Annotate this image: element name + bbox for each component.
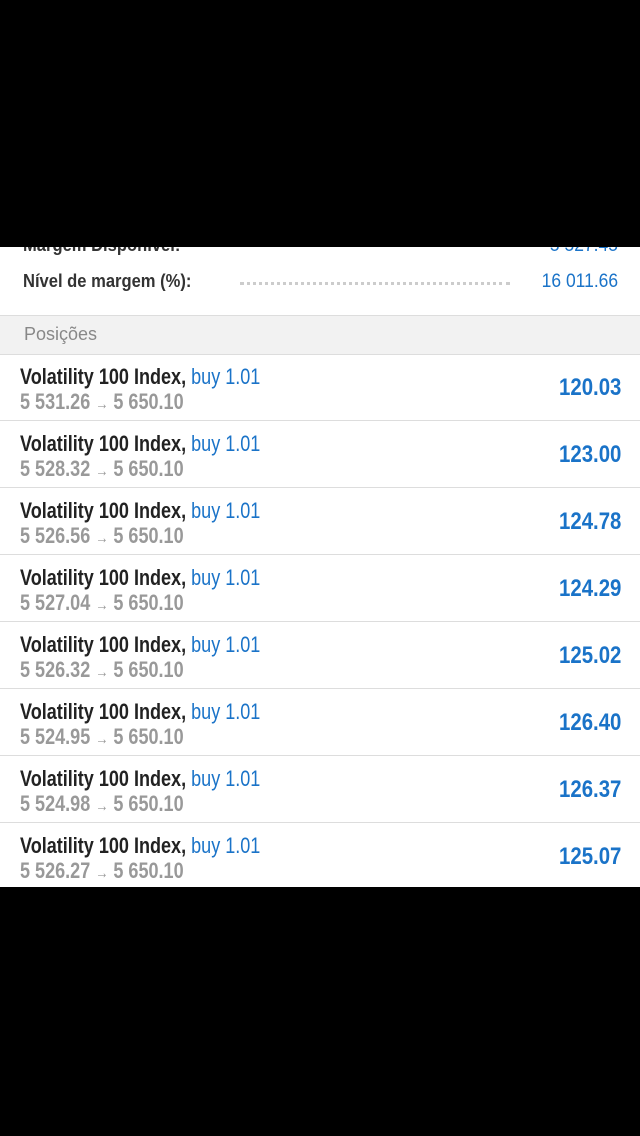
open-price: 5 531.26: [20, 389, 91, 414]
arrow: →: [95, 865, 109, 882]
open-price: 5 528.32: [20, 456, 91, 481]
section-header: Posições: [0, 315, 640, 355]
arrow: →: [95, 463, 109, 480]
symbol: Volatility 100 Index,: [20, 766, 187, 791]
order-type: buy 1.01: [191, 565, 261, 590]
position-row[interactable]: Volatility 100 Index, buy 1.01 5 526.56 →…: [0, 488, 640, 555]
position-title: Volatility 100 Index, buy 1.01: [20, 565, 260, 591]
current-price: 5 650.10: [113, 724, 184, 749]
position-prices: 5 526.32 → 5 650.10: [20, 657, 184, 683]
position-title: Volatility 100 Index, buy 1.01: [20, 364, 260, 390]
position-title: Volatility 100 Index, buy 1.01: [20, 498, 260, 524]
symbol: Volatility 100 Index,: [20, 431, 187, 456]
position-prices: 5 524.95 → 5 650.10: [20, 724, 184, 750]
profit: 124.29: [558, 575, 621, 602]
position-row[interactable]: Volatility 100 Index, buy 1.01 5 531.26 →…: [0, 354, 640, 421]
open-price: 5 524.95: [20, 724, 91, 749]
position-prices: 5 531.26 → 5 650.10: [20, 389, 184, 415]
position-title: Volatility 100 Index, buy 1.01: [20, 699, 260, 725]
position-title: Volatility 100 Index, buy 1.01: [20, 833, 260, 859]
account-label: Nível de margem (%):: [23, 271, 192, 291]
current-price: 5 650.10: [113, 858, 184, 883]
dot-leader: [240, 282, 510, 285]
order-type: buy 1.01: [191, 699, 261, 724]
symbol: Volatility 100 Index,: [20, 632, 187, 657]
position-row[interactable]: Volatility 100 Index, buy 1.01 5 528.32 →…: [0, 421, 640, 488]
order-type: buy 1.01: [191, 364, 261, 389]
position-row[interactable]: Volatility 100 Index, buy 1.01 5 526.32 →…: [0, 622, 640, 689]
open-price: 5 527.04: [20, 590, 91, 615]
open-price: 5 526.56: [20, 523, 91, 548]
arrow: →: [95, 597, 109, 614]
position-row[interactable]: Volatility 100 Index, buy 1.01 5 526.27 →…: [0, 823, 640, 887]
position-prices: 5 526.56 → 5 650.10: [20, 523, 184, 549]
position-prices: 5 528.32 → 5 650.10: [20, 456, 184, 482]
profit: 126.40: [558, 709, 621, 736]
current-price: 5 650.10: [113, 523, 184, 548]
open-price: 5 526.32: [20, 657, 91, 682]
arrow: →: [95, 396, 109, 413]
order-type: buy 1.01: [191, 498, 261, 523]
order-type: buy 1.01: [191, 431, 261, 456]
profit: 126.37: [558, 776, 621, 803]
account-label: Margem Disponível:: [23, 247, 180, 256]
open-price: 5 526.27: [20, 858, 91, 883]
arrow: →: [95, 664, 109, 681]
screen: Margem Disponível: 5 527.45 Nível de mar…: [0, 247, 640, 887]
current-price: 5 650.10: [113, 590, 184, 615]
position-prices: 5 526.27 → 5 650.10: [20, 858, 184, 884]
current-price: 5 650.10: [113, 389, 184, 414]
profit: 123.00: [558, 441, 621, 468]
arrow: →: [95, 798, 109, 815]
arrow: →: [95, 530, 109, 547]
current-price: 5 650.10: [113, 791, 184, 816]
order-type: buy 1.01: [191, 632, 261, 657]
position-prices: 5 524.98 → 5 650.10: [20, 791, 184, 817]
symbol: Volatility 100 Index,: [20, 364, 187, 389]
symbol: Volatility 100 Index,: [20, 498, 187, 523]
profit: 125.07: [558, 843, 621, 870]
position-title: Volatility 100 Index, buy 1.01: [20, 766, 260, 792]
position-prices: 5 527.04 → 5 650.10: [20, 590, 184, 616]
order-type: buy 1.01: [191, 766, 261, 791]
order-type: buy 1.01: [191, 833, 261, 858]
position-title: Volatility 100 Index, buy 1.01: [20, 632, 260, 658]
symbol: Volatility 100 Index,: [20, 699, 187, 724]
profit: 120.03: [558, 374, 621, 401]
symbol: Volatility 100 Index,: [20, 833, 187, 858]
account-value: 5 527.45: [550, 247, 618, 257]
position-row[interactable]: Volatility 100 Index, buy 1.01 5 524.98 →…: [0, 756, 640, 823]
current-price: 5 650.10: [113, 657, 184, 682]
symbol: Volatility 100 Index,: [20, 565, 187, 590]
section-title: Posições: [24, 324, 98, 344]
arrow: →: [95, 731, 109, 748]
account-value: 16 011.66: [541, 271, 618, 292]
position-row[interactable]: Volatility 100 Index, buy 1.01 5 527.04 →…: [0, 555, 640, 622]
current-price: 5 650.10: [113, 456, 184, 481]
open-price: 5 524.98: [20, 791, 91, 816]
profit: 124.78: [558, 508, 621, 535]
position-row[interactable]: Volatility 100 Index, buy 1.01 5 524.95 →…: [0, 689, 640, 756]
position-title: Volatility 100 Index, buy 1.01: [20, 431, 260, 457]
profit: 125.02: [558, 642, 621, 669]
